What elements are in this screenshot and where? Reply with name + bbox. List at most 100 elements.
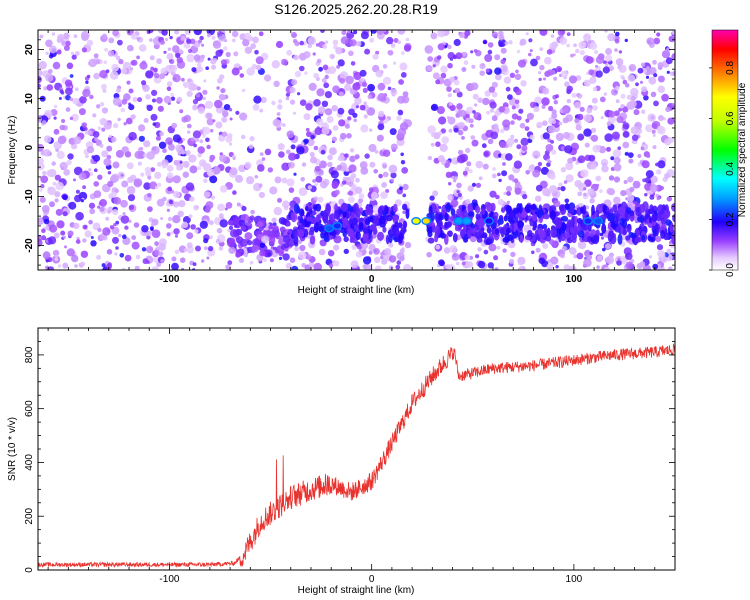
spectrogram-dot	[368, 187, 374, 193]
spectrogram-dot	[343, 248, 349, 255]
spectrogram-dot	[338, 119, 346, 127]
spectrogram-dot	[139, 61, 148, 70]
spectrogram-dot	[103, 60, 108, 64]
spectrogram-dot	[332, 85, 340, 94]
spectrogram-dot	[203, 238, 209, 244]
spectrogram-dot	[208, 220, 214, 226]
carrier-band-dot	[647, 235, 652, 242]
spectrogram-dot	[165, 37, 169, 42]
carrier-band-dot	[392, 203, 398, 213]
carrier-band-dot	[663, 209, 669, 221]
spectrogram-dot	[346, 176, 355, 184]
spectrogram-dot	[192, 98, 199, 105]
x-tick-label: 0	[369, 574, 375, 585]
spectrogram-dot	[288, 187, 295, 193]
carrier-band-dot	[338, 209, 343, 215]
spectrogram-dot	[641, 160, 650, 169]
spectrogram-dot	[156, 97, 163, 104]
spectrogram-dot	[79, 96, 87, 104]
carrier-band-dot	[440, 232, 446, 239]
spectrogram-dot	[236, 202, 241, 207]
spectrogram-dot	[306, 254, 312, 260]
spectrogram-dot	[484, 90, 491, 97]
spectrogram-dot	[39, 196, 46, 203]
spectrogram-dot	[605, 48, 613, 55]
spectrogram-dot	[358, 193, 365, 200]
spectrogram-dot	[54, 254, 59, 258]
spectrogram-dot	[299, 99, 307, 106]
spectrogram-dot	[182, 138, 186, 142]
spectrogram-dot	[497, 172, 501, 177]
spectrogram-dot	[655, 162, 659, 167]
spectrogram-dot	[657, 85, 666, 94]
spectrogram-dot	[172, 175, 181, 184]
spectrogram-dot	[553, 76, 558, 81]
spectrogram-dot	[205, 207, 211, 213]
spectrogram-dot	[305, 103, 313, 111]
spectrogram-dot	[321, 126, 330, 135]
spectrogram-dot	[461, 67, 467, 72]
spectrogram-dot	[488, 86, 496, 93]
spectrogram-dot	[549, 185, 558, 194]
spectrogram-dot	[166, 208, 170, 212]
spectrogram-dot	[494, 267, 499, 270]
spectrogram-dot	[81, 47, 87, 53]
spectrogram-dot	[645, 75, 650, 79]
spectrogram-dot	[155, 135, 161, 141]
spectrogram-dot	[218, 49, 224, 54]
spectrogram-dot	[494, 54, 501, 61]
spectrogram-dot	[258, 191, 265, 199]
spectrogram-dot	[142, 258, 149, 265]
carrier-band-dot	[555, 218, 562, 229]
spectrogram-dot	[313, 145, 319, 151]
spectrogram-dot	[504, 41, 509, 46]
spectrogram-dot	[585, 72, 589, 76]
spectrogram-dot	[150, 113, 158, 121]
spectrogram-dot	[456, 182, 462, 189]
spectrogram-dot	[179, 257, 186, 264]
spectrogram-dot	[602, 247, 606, 252]
spectrogram-dot	[478, 176, 483, 181]
carrier-band-dot	[519, 203, 523, 214]
spectrogram-dot	[107, 50, 115, 57]
spectrogram-dot	[203, 191, 211, 198]
carrier-band-dot	[652, 229, 657, 238]
spectrogram-dot	[220, 59, 227, 66]
y-tick-label: 10	[24, 93, 35, 105]
spectrogram-dot	[197, 106, 205, 114]
spectrogram-dot	[427, 56, 434, 62]
spectrogram-dot	[290, 144, 296, 150]
spectrogram-dot	[599, 96, 606, 103]
colorbar-tick-label: 0.6	[725, 111, 736, 125]
spectrogram-dot	[520, 80, 527, 87]
spectrogram-dot	[519, 122, 526, 129]
spectrogram-dot	[105, 69, 110, 74]
spectrogram-dot	[38, 70, 43, 76]
spectrogram-dot	[258, 183, 263, 188]
spectrogram-dot	[440, 128, 446, 134]
spectrogram-dot	[146, 151, 155, 160]
carrier-band-dot	[349, 223, 355, 229]
spectrogram-dot	[585, 56, 594, 64]
spectrogram-dot	[353, 30, 358, 35]
spectrogram-dot	[92, 131, 100, 138]
spectrogram-dot	[233, 51, 239, 57]
spectrogram-dot	[74, 51, 80, 56]
spectrogram-dot	[161, 30, 168, 36]
spectrogram-dot	[337, 156, 342, 161]
spectrogram-dot	[347, 30, 351, 34]
spectrogram-dot	[509, 258, 515, 264]
spectrogram-dot	[85, 80, 89, 85]
spectrogram-dot	[438, 206, 442, 209]
spectrogram-dot	[657, 62, 664, 68]
spectrogram-dot	[61, 40, 66, 46]
spectrogram-dot	[172, 45, 180, 53]
spectrogram-dot	[268, 225, 273, 230]
spectrogram-dot	[149, 226, 154, 231]
spectrogram-dot	[126, 162, 134, 170]
spectrogram-dot	[542, 243, 549, 249]
carrier-band-dot	[573, 226, 581, 234]
spectrogram-dot	[221, 131, 228, 137]
spectrogram-dot	[165, 137, 173, 145]
spectrogram-dot	[568, 265, 577, 270]
